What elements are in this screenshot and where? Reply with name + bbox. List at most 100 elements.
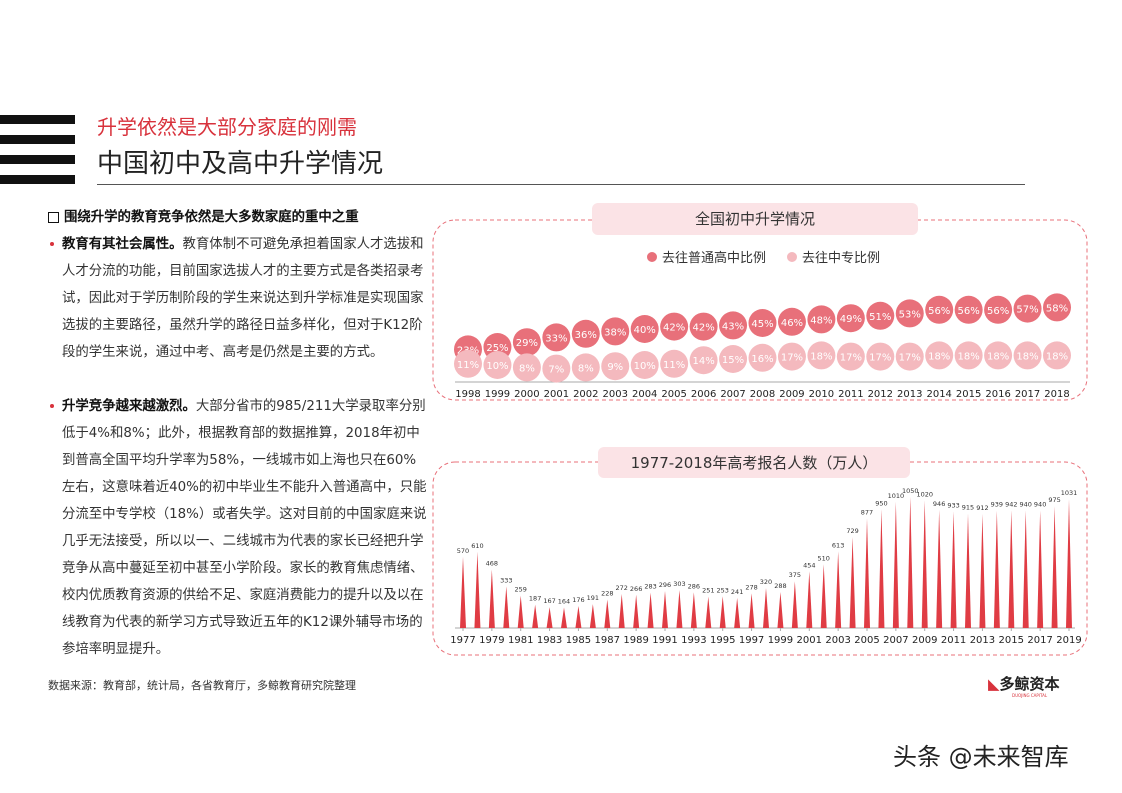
value-label: 11% xyxy=(457,360,479,371)
bubble xyxy=(777,342,806,371)
value-label: 51% xyxy=(869,312,891,323)
bubble xyxy=(630,315,659,343)
legend-swatch xyxy=(787,252,797,262)
value-label: 8% xyxy=(578,363,594,374)
value-label: 9% xyxy=(607,362,623,373)
logo-tagline: DUOJING CAPITAL xyxy=(1012,693,1048,698)
value-label: 15% xyxy=(722,355,744,366)
value-label: 38% xyxy=(604,327,626,338)
x-tick-label: 1983 xyxy=(537,635,562,646)
title-pill xyxy=(592,203,918,235)
bubble xyxy=(689,346,718,375)
legend-swatch xyxy=(647,252,657,262)
bubble xyxy=(1043,293,1071,322)
value-label: 187 xyxy=(529,595,541,603)
x-tick-label: 2014 xyxy=(926,389,951,400)
value-label: 17% xyxy=(840,353,862,364)
bar xyxy=(777,592,784,628)
value-label: 18% xyxy=(958,351,980,362)
bar xyxy=(878,509,885,628)
x-tick-label: 1987 xyxy=(595,635,620,646)
bubble xyxy=(925,295,954,324)
x-tick-label: 2015 xyxy=(956,389,981,400)
x-tick-label: 1981 xyxy=(508,635,533,646)
bar xyxy=(690,592,697,628)
value-label: 164 xyxy=(558,598,570,606)
x-tick-label: 1999 xyxy=(768,635,793,646)
bar xyxy=(604,599,611,628)
value-label: 278 xyxy=(745,583,757,591)
x-tick-label: 2016 xyxy=(985,389,1010,400)
value-label: 320 xyxy=(760,578,772,586)
bar xyxy=(517,595,524,628)
value-label: 18% xyxy=(1016,351,1038,362)
value-label: 42% xyxy=(692,323,714,334)
value-label: 286 xyxy=(688,582,700,590)
source: 数据来源：教育部，统计局，各省教育厅，多鲸教育研究院整理 xyxy=(48,679,356,692)
x-tick-label: 2003 xyxy=(603,389,628,400)
logo: ◣多鲸资本 xyxy=(988,675,1060,693)
bubble xyxy=(630,351,659,379)
value-label: 8% xyxy=(519,363,535,374)
bubble xyxy=(895,342,924,371)
value-label: 729 xyxy=(846,527,858,535)
x-tick-label: 2017 xyxy=(1027,635,1052,646)
bubble xyxy=(601,352,630,381)
x-tick-label: 2013 xyxy=(897,389,922,400)
value-label: 176 xyxy=(572,596,584,604)
bar xyxy=(618,594,625,628)
x-tick-label: 2010 xyxy=(809,389,834,400)
value-label: 191 xyxy=(587,594,599,602)
bar xyxy=(1037,510,1044,628)
bubble xyxy=(601,317,630,346)
value-label: 946 xyxy=(933,500,945,508)
bar xyxy=(820,564,827,628)
bubble xyxy=(748,309,777,337)
value-label: 17% xyxy=(781,353,803,364)
bubble xyxy=(660,312,689,341)
bar xyxy=(647,592,654,628)
value-label: 17% xyxy=(899,353,921,364)
x-tick-label: 1989 xyxy=(623,635,648,646)
bar xyxy=(849,536,856,628)
x-tick-label: 2006 xyxy=(691,389,716,400)
bar xyxy=(474,551,481,628)
value-label: 57% xyxy=(1016,305,1038,316)
watermark: 头条 @未来智库 xyxy=(893,743,1069,771)
lead: 升学竞争越来越激烈。 xyxy=(62,399,196,414)
x-tick-label: 2003 xyxy=(825,635,850,646)
bubble xyxy=(512,328,541,357)
value-label: 228 xyxy=(601,590,613,598)
decor xyxy=(0,135,75,144)
legend-label: 去往中专比例 xyxy=(802,251,880,266)
body: 大部分省市的985/211大学录取率分别低于4%和8%；此外，根据教育部的数据推… xyxy=(62,399,427,657)
bar xyxy=(676,590,683,628)
bar xyxy=(503,586,510,628)
bubble xyxy=(777,307,806,336)
value-label: 40% xyxy=(634,325,656,336)
value-label: 18% xyxy=(987,351,1009,362)
value-label: 942 xyxy=(1005,500,1017,508)
value-label: 18% xyxy=(928,351,950,362)
bubble xyxy=(571,319,600,348)
x-tick-label: 2009 xyxy=(779,389,804,400)
bar xyxy=(1051,506,1058,628)
bar xyxy=(1066,499,1072,628)
x-tick-label: 2013 xyxy=(970,635,995,646)
bar xyxy=(460,556,466,628)
value-label: 468 xyxy=(486,560,498,568)
x-tick-label: 2015 xyxy=(999,635,1024,646)
x-tick-label: 1977 xyxy=(450,635,475,646)
value-label: 950 xyxy=(875,499,887,507)
x-tick-label: 2011 xyxy=(838,389,863,400)
value-label: 940 xyxy=(1034,501,1046,509)
x-tick-label: 1999 xyxy=(485,389,510,400)
bubble xyxy=(1013,294,1042,323)
bar xyxy=(892,501,899,628)
value-label: 610 xyxy=(471,542,483,550)
x-tick-label: 2000 xyxy=(514,389,539,400)
value-label: 56% xyxy=(987,306,1009,317)
bubble xyxy=(866,342,895,371)
